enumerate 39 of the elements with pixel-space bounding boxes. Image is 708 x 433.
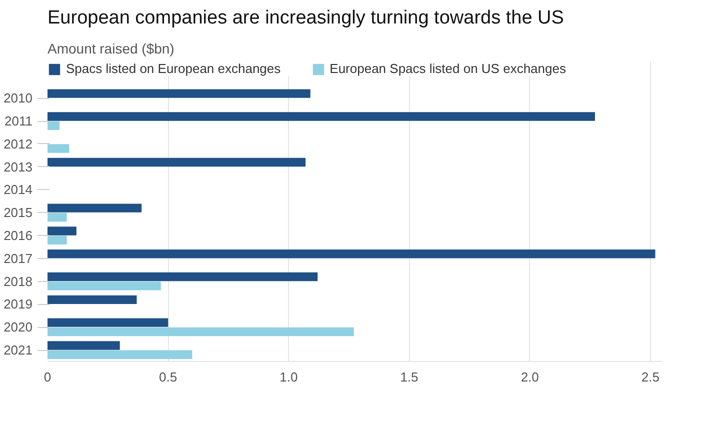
y-tick-label: 2014 <box>4 182 32 198</box>
y-tick-label: 2017 <box>4 250 32 266</box>
x-tick-label: 0.5 <box>159 370 178 384</box>
bar <box>48 250 656 258</box>
bar <box>48 226 76 236</box>
x-tick-label: 1.0 <box>280 370 298 384</box>
bar <box>48 350 192 359</box>
bar <box>48 272 318 282</box>
bar <box>48 341 120 350</box>
y-tick-label: 2013 <box>4 159 32 174</box>
bar <box>48 158 306 167</box>
legend-label: European Spacs listed on US exchanges <box>330 61 566 76</box>
bar <box>48 236 67 244</box>
bar <box>48 282 161 290</box>
y-tick-label: 2020 <box>4 320 32 335</box>
bar <box>48 89 310 98</box>
y-tick-label: 2010 <box>4 90 32 106</box>
y-tick-label: 2021 <box>4 342 32 358</box>
x-tick-label: 1.5 <box>400 370 418 384</box>
bar <box>48 327 354 336</box>
legend-label: Spacs listed on European exchanges <box>66 61 281 76</box>
bar <box>48 204 142 212</box>
chart-subtitle: Amount raised ($bn) <box>48 40 174 56</box>
bar <box>48 144 70 153</box>
bar <box>48 112 595 121</box>
bar <box>48 318 168 327</box>
bar <box>48 295 137 304</box>
y-tick-label: 2018 <box>4 274 32 289</box>
bar <box>48 212 67 222</box>
chart-title: European companies are increasingly turning towards the US <box>48 8 564 28</box>
y-tick-label: 2015 <box>4 205 32 220</box>
x-tick-label: 0 <box>44 370 52 384</box>
y-tick-label: 2016 <box>4 228 32 244</box>
y-tick-label: 2019 <box>4 296 32 312</box>
bar <box>48 121 60 130</box>
x-tick-label: 2.5 <box>641 370 660 384</box>
x-tick-label: 2.0 <box>520 370 539 384</box>
y-tick-label: 2011 <box>4 114 33 129</box>
y-tick-label: 2012 <box>4 136 32 152</box>
